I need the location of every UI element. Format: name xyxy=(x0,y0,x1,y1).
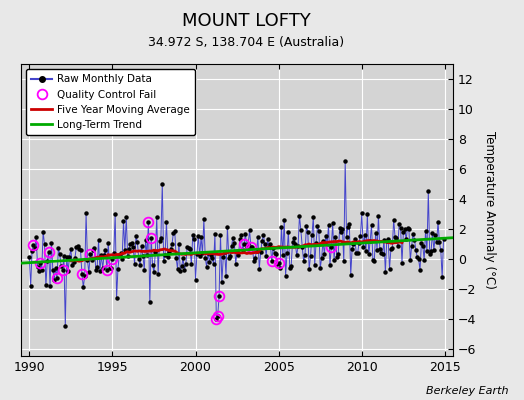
Y-axis label: Temperature Anomaly (°C): Temperature Anomaly (°C) xyxy=(483,131,496,289)
Text: 34.972 S, 138.704 E (Australia): 34.972 S, 138.704 E (Australia) xyxy=(148,36,344,49)
Text: MOUNT LOFTY: MOUNT LOFTY xyxy=(182,12,311,30)
Legend: Raw Monthly Data, Quality Control Fail, Five Year Moving Average, Long-Term Tren: Raw Monthly Data, Quality Control Fail, … xyxy=(26,69,195,135)
Text: Berkeley Earth: Berkeley Earth xyxy=(426,386,508,396)
